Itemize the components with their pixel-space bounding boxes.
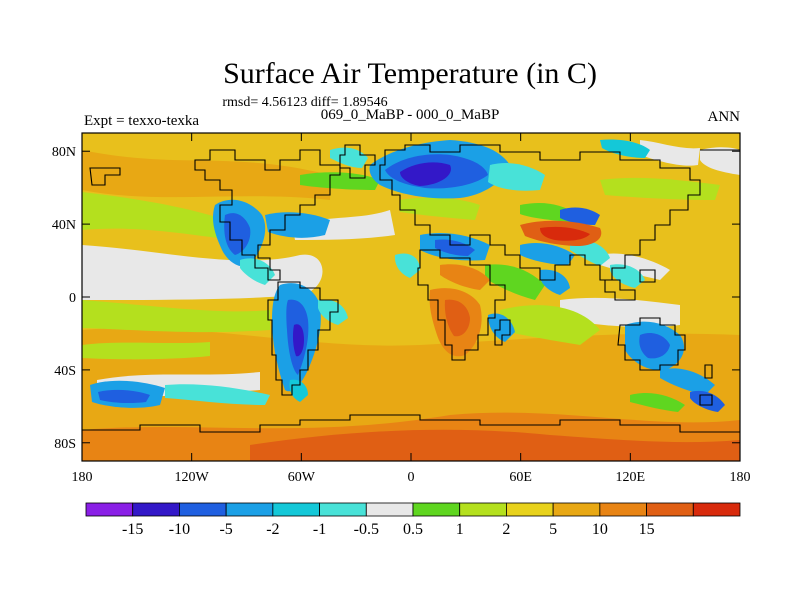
x-tick-label: 0 <box>408 470 415 485</box>
colorbar-swatch <box>552 502 601 517</box>
colorbar-swatch <box>319 502 367 517</box>
y-tick-label: 0 <box>69 291 76 306</box>
coastlines <box>82 144 740 433</box>
x-tick-label: 120E <box>616 470 646 485</box>
stats-line: rmsd= 4.56123 diff= 1.89546 <box>222 95 387 110</box>
x-tick-label: 180 <box>730 470 751 485</box>
y-tick-label: 40N <box>52 218 76 233</box>
x-tick-label: 60E <box>509 470 532 485</box>
y-tick-label: 80S <box>54 437 76 452</box>
y-tick-label: 40S <box>54 364 76 379</box>
colorbar-swatch <box>646 502 694 517</box>
colorbar-swatch <box>132 502 180 517</box>
colorbar-label: 0.5 <box>403 521 423 538</box>
colorbar-swatch <box>225 502 274 517</box>
colorbar-label: 10 <box>592 521 608 538</box>
colorbar-swatch <box>412 502 461 517</box>
x-tick-label: 180 <box>72 470 93 485</box>
latitude-axis: 80N 40N 0 40S 80S <box>52 145 740 452</box>
colorbar-swatch <box>692 502 741 517</box>
colorbar-swatch <box>272 502 320 517</box>
colorbar-label: -0.5 <box>354 521 379 538</box>
y-tick-label: 80N <box>52 145 76 160</box>
temperature-field <box>82 133 740 461</box>
longitude-axis: 180 120W 60W 0 60E 120E 180 <box>72 133 751 485</box>
colorbar-swatch <box>459 502 507 517</box>
colorbar: -15 -10 -5 -2 -1 -0.5 0.5 1 2 5 10 15 <box>85 502 741 538</box>
colorbar-label: -2 <box>266 521 279 538</box>
colorbar-swatch <box>179 502 227 517</box>
colorbar-label: -5 <box>219 521 232 538</box>
colorbar-label: 2 <box>502 521 510 538</box>
colorbar-label: 15 <box>639 521 655 538</box>
season-label: ANN <box>708 109 741 125</box>
colorbar-swatch <box>85 502 134 517</box>
colorbar-swatch <box>599 502 647 517</box>
colorbar-label: -10 <box>169 521 190 538</box>
x-tick-label: 120W <box>175 470 210 485</box>
period-label: 069_0_MaBP - 000_0_MaBP <box>321 107 500 123</box>
colorbar-label: -1 <box>313 521 326 538</box>
plot-title: Surface Air Temperature (in C) <box>223 57 597 90</box>
colorbar-label: 1 <box>456 521 464 538</box>
x-tick-label: 60W <box>288 470 316 485</box>
colorbar-label: -15 <box>122 521 143 538</box>
experiment-label: Expt = texxo-texka <box>84 113 199 129</box>
colorbar-label: 5 <box>549 521 557 538</box>
colorbar-swatch <box>506 502 554 517</box>
colorbar-swatch <box>365 502 414 517</box>
